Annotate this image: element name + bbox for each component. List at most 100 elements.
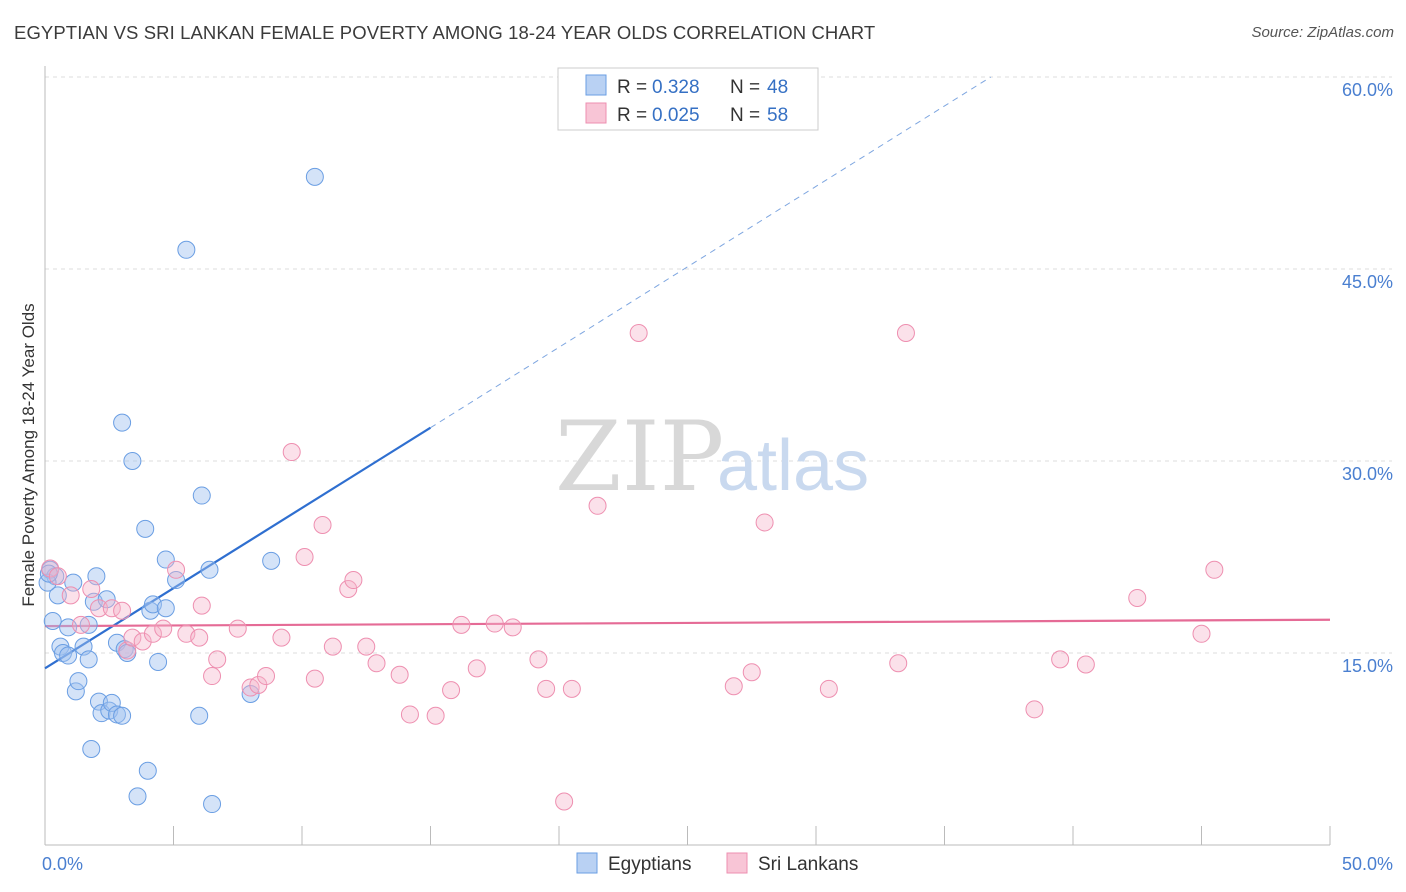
srilankan-point-33 [390,665,409,684]
y-tick-label-2: 45.0% [1342,272,1393,292]
egyptian-point-28 [123,452,142,470]
egyptian-point-17 [89,692,108,711]
srilankan-point-36 [442,681,461,700]
egyptian-point-9 [66,682,85,701]
srilankan-point-31 [357,637,376,656]
srilankan-point-37 [452,615,471,634]
legend-srilankans-r-label: R = [617,105,647,126]
x-tick-labels: 0.0% 50.0% [42,854,1393,874]
grid-lines [45,76,1392,654]
srilankan-point-10 [133,632,152,651]
srilankan-point-38 [467,659,486,678]
srilankan-point-53 [1025,700,1044,719]
srilankan-point-11 [143,624,162,643]
y-tick-label-3: 60.0% [1342,80,1393,100]
legend-box: R = 0.328 N = 48 R = 0.025 N = 58 [557,67,819,131]
watermark: ZIP atlas [555,401,869,513]
srilankan-point-3 [71,615,90,634]
srilankan-point-9 [123,628,142,647]
series-srilankan [41,324,1224,811]
y-tick-label-1: 30.0% [1342,464,1393,484]
legend-egyptians-n-label: N = [730,77,760,98]
legend-srilankans-r-value: 0.025 [652,105,700,126]
egyptian-point-37 [167,571,186,590]
srilankan-point-41 [529,650,548,669]
egyptian-point-14 [82,740,101,758]
egyptians-trend-extension [430,76,992,429]
egyptian-point-31 [138,761,157,780]
legend-srilankans-n-value: 58 [767,105,788,126]
srilankan-point-19 [228,619,247,638]
series-egyptian [38,167,324,814]
srilankan-point-42 [537,679,556,698]
srilankan-point-7 [113,601,132,620]
legend-egyptians-r-value: 0.328 [652,77,700,98]
srilankan-point-44 [562,679,581,698]
srilankan-point-17 [203,667,222,686]
srilankan-point-47 [724,677,743,696]
srilankan-point-58 [1205,560,1224,579]
srilankan-point-5 [89,599,108,618]
egyptian-point-29 [128,787,147,806]
srilankan-point-28 [323,637,342,656]
egyptian-point-6 [59,646,78,665]
bottom-legend-egyptians-swatch [576,852,598,874]
data-points [38,167,1224,814]
egyptian-point-10 [69,672,88,691]
srilankan-point-46 [629,324,648,342]
watermark-zip: ZIP [555,401,724,513]
egyptian-point-45 [305,167,324,186]
srilankan-point-24 [282,443,301,462]
egyptian-point-36 [156,599,175,618]
bottom-legend-srilankans-label: Sri Lankans [758,854,858,875]
srilankan-point-48 [742,663,761,682]
y-axis-label: Female Poverty Among 18-24 Year Olds [19,303,38,606]
srilankan-point-22 [257,667,276,686]
srilankan-point-16 [192,596,211,615]
srilankan-point-49 [755,513,774,532]
legend-egyptians-n-value: 48 [767,77,788,98]
srilankan-point-57 [1192,624,1211,643]
srilankan-point-23 [272,628,291,647]
x-tick-label-0: 0.0% [42,854,83,874]
srilankan-point-30 [344,571,363,590]
y-tick-label-0: 15.0% [1342,656,1393,676]
srilankan-point-50 [819,679,838,698]
srilankan-point-2 [61,586,80,605]
srilankan-point-0 [41,559,60,578]
egyptian-point-41 [203,795,222,814]
source-credit: Source: ZipAtlas.com [1251,24,1394,41]
srilankan-point-56 [1128,588,1147,607]
egyptian-point-40 [192,486,211,505]
egyptian-point-34 [149,652,168,671]
srilankan-point-25 [295,548,314,566]
bottom-legend-srilankans-swatch [726,852,748,874]
srilankan-point-34 [400,705,419,724]
srilankan-point-6 [102,599,121,618]
srilankan-point-32 [367,654,386,673]
srilankan-point-39 [485,614,504,633]
srilankan-point-12 [154,619,173,638]
srilankan-point-55 [1076,655,1095,674]
egyptian-point-12 [79,650,98,669]
egyptian-point-44 [262,551,281,570]
egyptian-point-42 [200,560,219,579]
trend-lines [44,76,1331,670]
egyptian-point-46 [38,573,57,592]
egyptians-trend-line [44,426,432,670]
srilankan-point-51 [889,654,908,673]
legend-srilankans-swatch [585,102,607,124]
watermark-atlas: atlas [717,426,869,506]
legend-egyptians-r-label: R = [617,77,647,98]
srilankan-point-18 [208,650,227,669]
x-tick-label-1: 50.0% [1342,854,1393,874]
bottom-legend: Egyptians Sri Lankans [576,852,858,875]
egyptian-point-38 [177,240,196,259]
srilankans-trend-line [44,618,1331,628]
bottom-legend-egyptians-label: Egyptians [608,854,691,875]
egyptian-point-3 [48,586,67,605]
egyptian-point-30 [136,519,155,538]
egyptian-point-24 [113,706,132,725]
srilankan-point-52 [896,324,915,342]
